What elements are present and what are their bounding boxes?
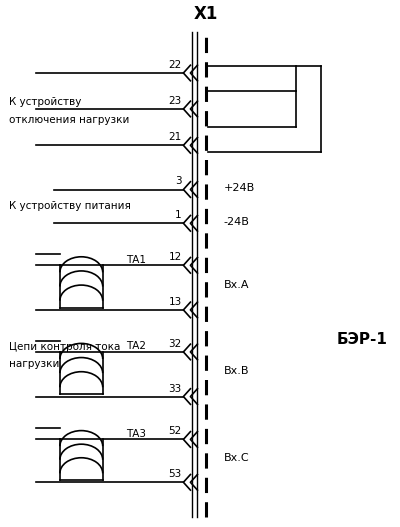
Text: Вх.В: Вх.В <box>224 366 249 376</box>
Text: 22: 22 <box>168 60 182 70</box>
Text: ТА2: ТА2 <box>126 341 146 352</box>
Text: 23: 23 <box>168 96 182 106</box>
Text: К устройству питания: К устройству питания <box>9 201 131 211</box>
Text: К устройству: К устройству <box>9 97 82 108</box>
Text: Вх.А: Вх.А <box>224 280 249 290</box>
Text: ТА3: ТА3 <box>126 429 146 439</box>
Text: Цепи контроля тока: Цепи контроля тока <box>9 341 120 352</box>
Text: 13: 13 <box>168 297 182 307</box>
Text: 3: 3 <box>175 177 182 187</box>
Text: 12: 12 <box>168 252 182 262</box>
Text: нагрузки: нагрузки <box>9 359 60 369</box>
Text: X1: X1 <box>194 5 218 23</box>
Text: 32: 32 <box>168 339 182 349</box>
Text: 52: 52 <box>168 426 182 436</box>
Text: 53: 53 <box>168 469 182 479</box>
Text: Вх.С: Вх.С <box>224 453 249 463</box>
Text: -24В: -24В <box>224 217 250 227</box>
Text: 21: 21 <box>168 132 182 142</box>
Text: 1: 1 <box>175 210 182 220</box>
Text: БЭР-1: БЭР-1 <box>336 332 388 347</box>
Text: отключения нагрузки: отключения нагрузки <box>9 115 130 125</box>
Text: ТА1: ТА1 <box>126 255 146 265</box>
Text: +24В: +24В <box>224 183 255 193</box>
Text: 33: 33 <box>168 384 182 394</box>
